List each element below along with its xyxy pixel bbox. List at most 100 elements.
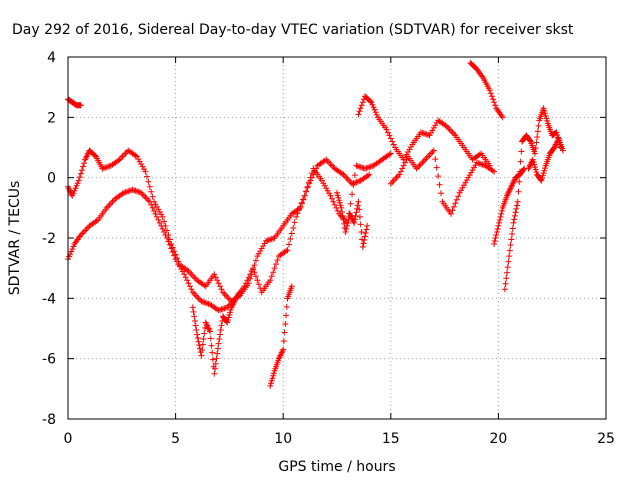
data-point (217, 327, 224, 334)
data-point (419, 129, 426, 136)
data-series (387, 147, 498, 217)
data-point (155, 206, 162, 213)
data-point (364, 222, 371, 229)
data-point (349, 180, 356, 187)
data-point (251, 262, 258, 269)
data-point (120, 152, 127, 159)
data-point (221, 290, 228, 297)
data-point (176, 263, 183, 270)
x-tick-label: 5 (171, 431, 180, 447)
data-point (271, 265, 278, 272)
data-point (224, 316, 231, 323)
y-tick-label: 0 (47, 171, 56, 187)
data-point (492, 102, 499, 109)
data-point (420, 158, 427, 165)
data-point (212, 360, 219, 367)
data-point (390, 141, 397, 148)
data-point (294, 210, 301, 217)
data-point (288, 283, 295, 290)
data-point (406, 146, 413, 153)
data-point (430, 124, 437, 131)
data-point (186, 283, 193, 290)
data-point (543, 115, 550, 122)
data-point (123, 149, 130, 156)
data-point (254, 277, 261, 284)
data-point (108, 200, 115, 207)
data-point (354, 178, 361, 185)
data-point (338, 204, 345, 211)
data-point (542, 165, 549, 172)
data-point (300, 196, 307, 203)
data-point (358, 102, 365, 109)
data-point (290, 224, 297, 231)
data-point (218, 306, 225, 313)
data-point (149, 204, 156, 211)
data-point (219, 305, 226, 312)
data-point (510, 219, 517, 226)
data-point (83, 225, 90, 232)
data-point (171, 252, 178, 259)
y-tick-label: -8 (42, 412, 56, 428)
data-point (435, 173, 442, 180)
data-point (492, 235, 499, 241)
data-point (448, 127, 455, 134)
data-point (168, 245, 175, 252)
data-point (146, 183, 153, 190)
data-point (328, 162, 335, 169)
data-point (212, 274, 219, 281)
data-point (505, 258, 512, 265)
data-point (349, 191, 356, 198)
data-point (498, 207, 505, 214)
data-point (135, 188, 142, 195)
data-point (387, 150, 394, 157)
data-point (351, 216, 358, 223)
data-point (141, 192, 148, 199)
data-point (75, 177, 82, 184)
data-point (386, 132, 393, 139)
data-point (208, 342, 215, 349)
data-point (355, 111, 362, 118)
data-point (396, 171, 403, 178)
data-point (304, 183, 311, 190)
data-point (198, 298, 205, 305)
y-tick-label: 2 (47, 110, 56, 126)
data-point (145, 197, 152, 204)
data-point (340, 216, 347, 223)
data-point (357, 105, 364, 112)
data-point (540, 170, 547, 177)
data-point (475, 160, 482, 167)
data-point (373, 111, 380, 118)
data-point (433, 164, 440, 171)
data-point (430, 147, 437, 154)
data-point (69, 246, 76, 253)
data-point (93, 217, 100, 224)
y-tick-label: -4 (42, 291, 56, 307)
data-point (448, 210, 455, 217)
data-point (530, 159, 537, 166)
data-point (506, 253, 513, 260)
data-point (143, 173, 150, 180)
data-point (195, 295, 202, 302)
data-point (320, 180, 327, 187)
data-point (163, 235, 170, 241)
data-point (199, 298, 206, 305)
data-point (284, 247, 291, 254)
data-point (301, 192, 308, 199)
data-point (491, 241, 498, 248)
data-point (224, 319, 231, 326)
chart-title: Day 292 of 2016, Sidereal Day-to-day VTE… (12, 22, 574, 38)
data-point (347, 200, 354, 207)
data-point (282, 320, 289, 327)
data-point (361, 237, 368, 244)
data-point (262, 238, 269, 245)
data-point (130, 187, 137, 194)
data-point (126, 187, 133, 194)
data-point (531, 150, 538, 157)
data-point (76, 174, 83, 181)
data-point (132, 187, 139, 194)
data-point (192, 292, 199, 299)
data-point (148, 201, 155, 208)
data-point (499, 114, 506, 121)
data-point (74, 180, 81, 187)
data-point (270, 370, 277, 377)
